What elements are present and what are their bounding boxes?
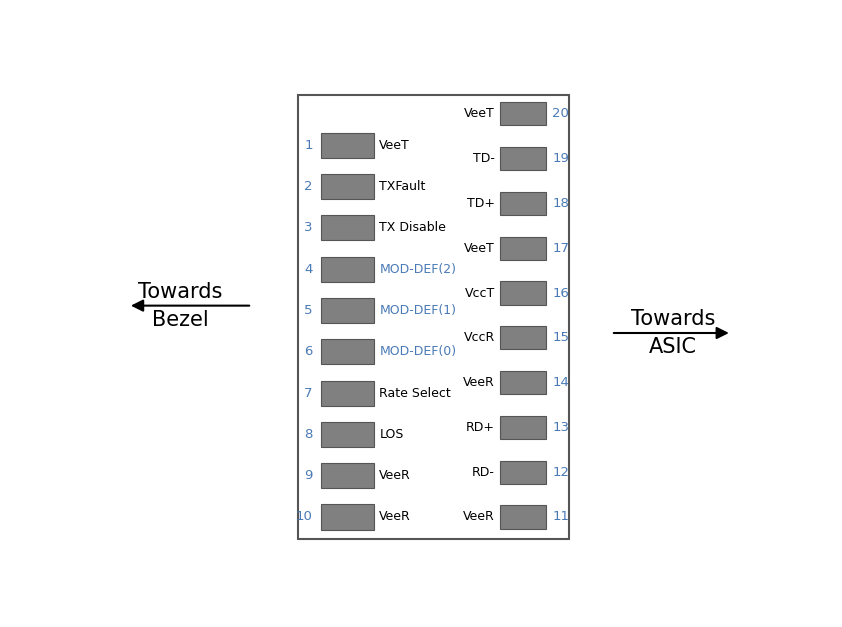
Text: VeeR: VeeR: [380, 510, 411, 524]
Bar: [298, 95, 568, 539]
Bar: [321, 463, 374, 488]
Text: 16: 16: [552, 287, 569, 300]
Bar: [321, 215, 374, 240]
Text: 8: 8: [305, 428, 312, 441]
Text: 19: 19: [552, 152, 569, 165]
Text: 14: 14: [552, 376, 569, 389]
Text: Towards: Towards: [631, 310, 715, 329]
Text: TD-: TD-: [473, 152, 495, 165]
Text: 7: 7: [304, 387, 312, 399]
Bar: [321, 133, 374, 158]
Bar: [321, 256, 374, 282]
Text: VeeT: VeeT: [464, 107, 495, 120]
Text: 18: 18: [552, 197, 569, 210]
Text: VeeR: VeeR: [380, 469, 411, 482]
Text: VeeT: VeeT: [380, 139, 410, 152]
Text: TD+: TD+: [466, 197, 495, 210]
Text: 17: 17: [552, 242, 569, 255]
Bar: [321, 505, 374, 530]
Text: VccR: VccR: [464, 331, 495, 344]
Text: 11: 11: [552, 510, 569, 524]
Text: 4: 4: [305, 263, 312, 276]
Text: VeeR: VeeR: [463, 376, 495, 389]
Text: Towards: Towards: [138, 282, 222, 302]
Bar: [321, 339, 374, 364]
Bar: [500, 236, 546, 260]
Text: 20: 20: [552, 107, 569, 120]
Text: VccT: VccT: [465, 287, 495, 300]
Bar: [500, 102, 546, 125]
Bar: [500, 326, 546, 349]
Text: Rate Select: Rate Select: [380, 387, 451, 399]
Bar: [500, 371, 546, 394]
Text: 2: 2: [304, 180, 312, 193]
Text: MOD-DEF(2): MOD-DEF(2): [380, 263, 456, 276]
Bar: [500, 505, 546, 529]
Bar: [321, 174, 374, 199]
Bar: [500, 416, 546, 439]
Bar: [321, 422, 374, 447]
Text: 5: 5: [304, 304, 312, 317]
Text: MOD-DEF(1): MOD-DEF(1): [380, 304, 456, 317]
Text: VeeR: VeeR: [463, 510, 495, 524]
Bar: [321, 381, 374, 406]
Text: 6: 6: [305, 345, 312, 358]
Text: 9: 9: [305, 469, 312, 482]
Text: RD-: RD-: [472, 466, 495, 478]
Text: MOD-DEF(0): MOD-DEF(0): [380, 345, 456, 358]
Text: 10: 10: [296, 510, 312, 524]
Text: 15: 15: [552, 331, 569, 344]
Text: TXFault: TXFault: [380, 180, 426, 193]
Text: VeeT: VeeT: [464, 242, 495, 255]
Text: 12: 12: [552, 466, 569, 478]
Text: 3: 3: [304, 221, 312, 234]
Bar: [321, 298, 374, 323]
Text: 13: 13: [552, 421, 569, 434]
Bar: [500, 282, 546, 305]
Text: LOS: LOS: [380, 428, 403, 441]
Text: RD+: RD+: [466, 421, 495, 434]
Text: Bezel: Bezel: [152, 310, 209, 330]
Text: 1: 1: [304, 139, 312, 152]
Bar: [500, 192, 546, 215]
Bar: [500, 147, 546, 171]
Text: TX Disable: TX Disable: [380, 221, 446, 234]
Bar: [500, 461, 546, 484]
Text: ASIC: ASIC: [649, 337, 697, 357]
